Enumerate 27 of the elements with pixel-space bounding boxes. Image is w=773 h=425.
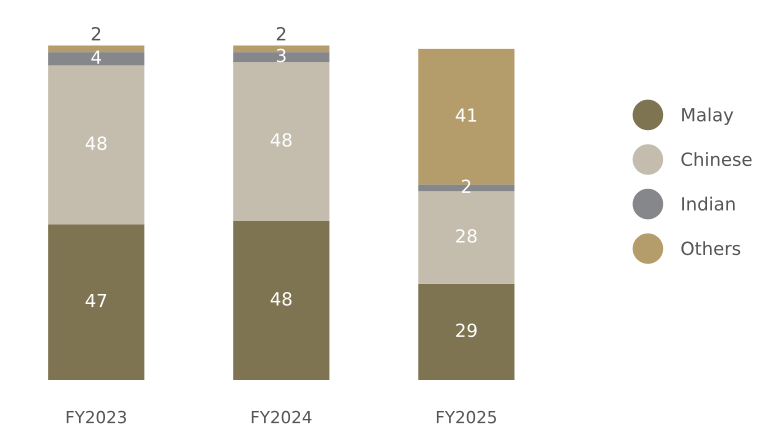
x-tick-label: FY2025	[436, 410, 496, 424]
legend-label: Others	[681, 241, 740, 256]
data-label: 2	[92, 26, 100, 40]
x-tick-label: FY2023	[66, 410, 126, 424]
data-label: 48	[270, 133, 292, 147]
data-label: 4	[91, 50, 101, 64]
bar	[48, 52, 144, 66]
bar	[233, 62, 330, 222]
data-label: 3	[276, 48, 286, 62]
data-label: 48	[270, 292, 292, 306]
legend-label: Malay	[682, 108, 734, 126]
bar	[48, 65, 144, 224]
data-label: 29	[456, 324, 477, 338]
legend-label: Chinese	[681, 152, 752, 166]
data-label: 2	[462, 179, 470, 193]
legend-label: Indian	[682, 196, 735, 211]
bar	[48, 46, 144, 52]
data-label: 41	[456, 108, 476, 122]
x-tick-label: FY2024	[252, 410, 312, 424]
data-label: 28	[456, 229, 477, 243]
bar	[418, 191, 514, 284]
data-label: 2	[276, 26, 286, 40]
bar	[48, 224, 144, 380]
data-label: 48	[86, 136, 106, 150]
data-label: 47	[86, 294, 106, 308]
bar	[233, 221, 330, 380]
bar	[418, 284, 514, 380]
